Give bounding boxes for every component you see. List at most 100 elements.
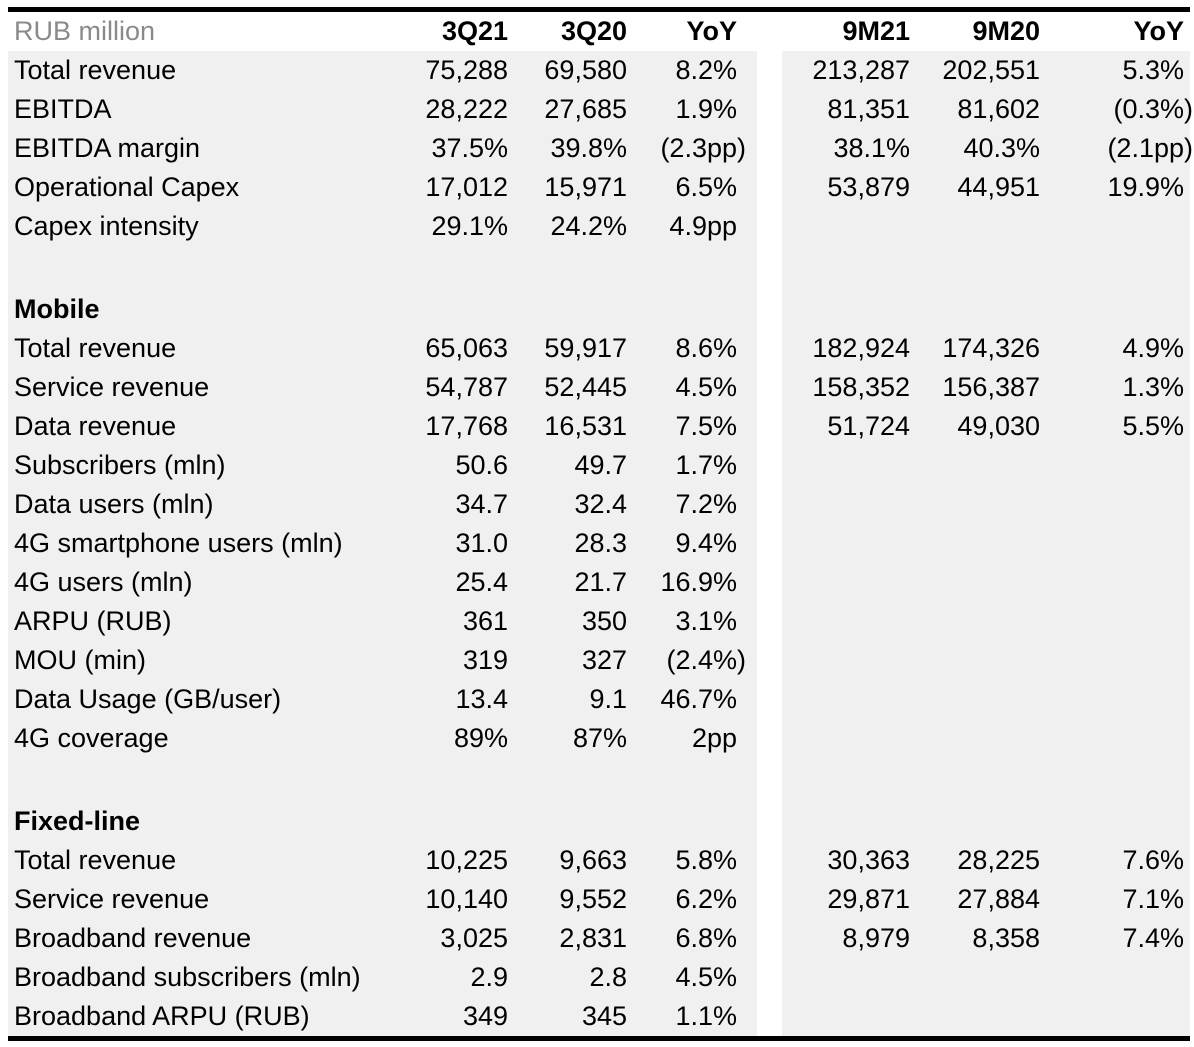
quarter-group: 4G coverage 89% 87% 2pp xyxy=(8,719,757,758)
quarter-group: Data revenue 17,768 16,531 7.5% xyxy=(8,407,757,446)
table-bottom-border xyxy=(8,1036,1190,1041)
ninemonth-group xyxy=(782,758,1190,802)
cell-yoy-quarter: 5.8% xyxy=(675,845,737,875)
ninemonth-group: 158,352 156,387 1.3% xyxy=(782,368,1190,407)
table-row: Service revenue 54,787 52,445 4.5% 158,352 15… xyxy=(0,368,1194,407)
quarter-group: Data users (mln) 34.7 32.4 7.2% xyxy=(8,485,757,524)
cell-3q20: 9,663 xyxy=(559,845,627,875)
cell-9m20: 174,326 xyxy=(942,333,1040,363)
quarter-group: Mobile xyxy=(8,290,757,329)
quarter-group: EBITDA 28,222 27,685 1.9% xyxy=(8,90,757,129)
quarter-group: ARPU (RUB) 361 350 3.1% xyxy=(8,602,757,641)
cell-yoy-quarter: 1.7% xyxy=(675,450,737,480)
row-label: Total revenue xyxy=(14,55,177,85)
cell-yoy-quarter: 6.8% xyxy=(675,923,737,953)
cell-yoy-quarter: (2.4%) xyxy=(627,645,746,676)
table-row: Data users (mln) 34.7 32.4 7.2% xyxy=(0,485,1194,524)
table-row: EBITDA margin 37.5% 39.8% (2.3pp) 38.1% 40.3%… xyxy=(0,129,1194,168)
column-group-gutter xyxy=(757,641,782,680)
cell-3q20: 21.7 xyxy=(574,567,627,597)
quarter-group: Subscribers (mln) 50.6 49.7 1.7% xyxy=(8,446,757,485)
quarter-group: Broadband subscribers (mln) 2.9 2.8 4.5% xyxy=(8,958,757,997)
column-group-gutter xyxy=(757,602,782,641)
ninemonth-group xyxy=(782,524,1190,563)
cell-3q21: 2.9 xyxy=(470,962,508,992)
cell-9m21: 53,879 xyxy=(827,172,910,202)
ninemonth-group xyxy=(782,290,1190,329)
column-group-gutter xyxy=(757,12,782,51)
cell-9m20: 27,884 xyxy=(957,884,1040,914)
column-group-gutter xyxy=(757,958,782,997)
cell-yoy-ninemonth: 4.9% xyxy=(1122,333,1184,363)
ninemonth-group xyxy=(782,680,1190,719)
cell-3q21: 319 xyxy=(462,645,508,675)
cell-yoy-ninemonth: (2.1pp) xyxy=(1040,133,1193,164)
row-label: Data users (mln) xyxy=(14,489,214,519)
ninemonth-group: 51,724 49,030 5.5% xyxy=(782,407,1190,446)
cell-yoy-quarter: 7.2% xyxy=(675,489,737,519)
cell-yoy-ninemonth: 7.6% xyxy=(1122,845,1184,875)
cell-yoy-quarter: 4.9pp xyxy=(669,211,737,241)
cell-3q20: 49.7 xyxy=(574,450,627,480)
row-label: Broadband revenue xyxy=(14,923,252,953)
cell-3q20: 52,445 xyxy=(544,372,627,402)
cell-9m20: 156,387 xyxy=(942,372,1040,402)
row-label: Mobile xyxy=(14,294,100,324)
table-row: Operational Capex 17,012 15,971 6.5% 53,879 4… xyxy=(0,168,1194,207)
row-label: 4G smartphone users (mln) xyxy=(14,528,343,558)
spacer-row xyxy=(0,758,1194,802)
column-group-gutter xyxy=(757,563,782,602)
section-header-row: Fixed-line xyxy=(0,802,1194,841)
table-row: Broadband subscribers (mln) 2.9 2.8 4.5% xyxy=(0,958,1194,997)
spacer-row xyxy=(0,246,1194,290)
quarter-group: Total revenue 75,288 69,580 8.2% xyxy=(8,51,757,90)
cell-3q20: 59,917 xyxy=(544,333,627,363)
header-group-quarter: RUB million 3Q21 3Q20 YoY xyxy=(8,12,757,51)
row-label: 4G coverage xyxy=(14,723,169,753)
table-top-border xyxy=(8,7,1190,12)
cell-3q21: 17,012 xyxy=(425,172,508,202)
negative-value: (2.3pp) xyxy=(660,133,746,163)
column-header-3q21: 3Q21 xyxy=(441,16,508,46)
cell-yoy-quarter: 8.6% xyxy=(675,333,737,363)
quarter-group: Broadband ARPU (RUB) 349 345 1.1% xyxy=(8,997,757,1036)
cell-9m20: 28,225 xyxy=(957,845,1040,875)
table-row: EBITDA 28,222 27,685 1.9% 81,351 81,602 (0.3%) xyxy=(0,90,1194,129)
cell-yoy-ninemonth: 7.4% xyxy=(1122,923,1184,953)
column-group-gutter xyxy=(757,997,782,1036)
section-header-row: Mobile xyxy=(0,290,1194,329)
ninemonth-group xyxy=(782,446,1190,485)
cell-3q20: 39.8% xyxy=(550,133,627,163)
column-header-9m20: 9M20 xyxy=(972,16,1040,46)
cell-3q21: 89% xyxy=(453,723,508,753)
cell-3q21: 34.7 xyxy=(455,489,508,519)
cell-3q20: 345 xyxy=(581,1001,627,1031)
ninemonth-group: 29,871 27,884 7.1% xyxy=(782,880,1190,919)
row-label: Service revenue xyxy=(14,884,210,914)
ninemonth-group xyxy=(782,802,1190,841)
cell-yoy-quarter: 16.9% xyxy=(660,567,737,597)
column-group-gutter xyxy=(757,680,782,719)
row-label: Total revenue xyxy=(14,845,177,875)
cell-yoy-quarter: 9.4% xyxy=(675,528,737,558)
cell-9m21: 51,724 xyxy=(827,411,910,441)
table-row: Total revenue 75,288 69,580 8.2% 213,287 202,… xyxy=(0,51,1194,90)
ninemonth-group: 213,287 202,551 5.3% xyxy=(782,51,1190,90)
row-label: Broadband ARPU (RUB) xyxy=(14,1001,310,1031)
table-row: Capex intensity 29.1% 24.2% 4.9pp xyxy=(0,207,1194,246)
row-label: Data Usage (GB/user) xyxy=(14,684,282,714)
cell-3q21: 361 xyxy=(462,606,508,636)
negative-value: (0.3%) xyxy=(1113,94,1193,124)
ninemonth-group: 53,879 44,951 19.9% xyxy=(782,168,1190,207)
cell-3q20: 15,971 xyxy=(544,172,627,202)
cell-3q20: 69,580 xyxy=(544,55,627,85)
cell-3q20: 9.1 xyxy=(589,684,627,714)
cell-3q21: 28,222 xyxy=(425,94,508,124)
quarter-group: Fixed-line xyxy=(8,802,757,841)
table-row: Total revenue 10,225 9,663 5.8% 30,363 28,225… xyxy=(0,841,1194,880)
row-label: Operational Capex xyxy=(14,172,240,202)
cell-yoy-quarter: 3.1% xyxy=(675,606,737,636)
quarter-group: Operational Capex 17,012 15,971 6.5% xyxy=(8,168,757,207)
ninemonth-group: 182,924 174,326 4.9% xyxy=(782,329,1190,368)
